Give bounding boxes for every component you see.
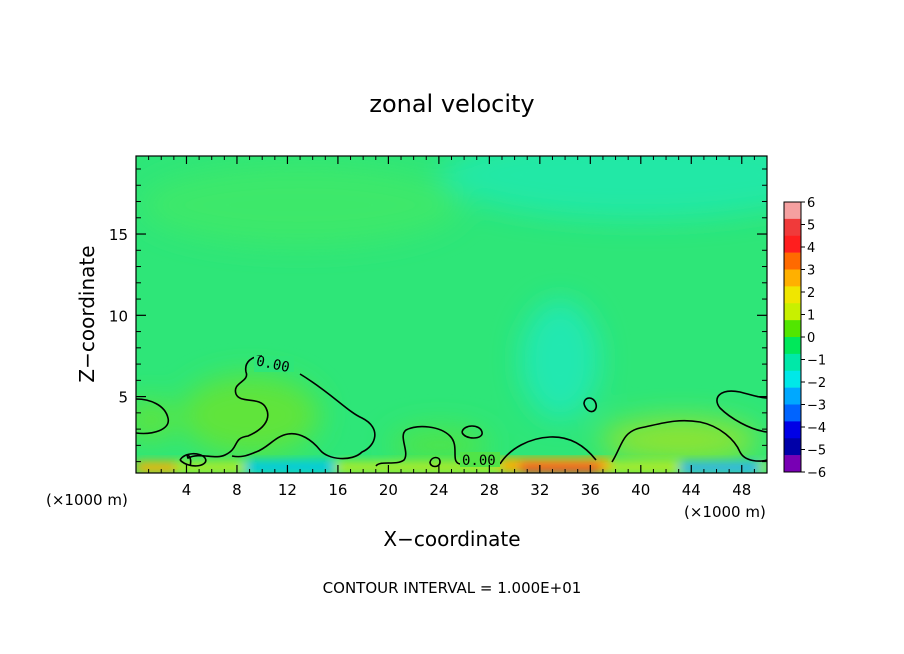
contour-mid — [375, 425, 461, 467]
x-tick-label-6: 28 — [480, 481, 499, 499]
y-tick-label-2: 15 — [109, 226, 128, 244]
colorbar-swatch-5 — [784, 286, 801, 304]
x-axis-label: X−coordinate — [383, 527, 520, 551]
contour-small-c — [429, 456, 441, 468]
x-unit-left: (×1000 m) — [46, 491, 128, 509]
x-tick-label-7: 32 — [530, 481, 549, 499]
colorbar-swatch-4 — [784, 269, 801, 287]
contour-right — [499, 390, 767, 465]
x-tick-label-2: 12 — [278, 481, 297, 499]
colorbar-swatch-13 — [784, 421, 801, 439]
colorbar-label-12: −6 — [807, 466, 826, 481]
colorbar-swatch-15 — [784, 455, 801, 473]
colorbar-swatch-7 — [784, 320, 801, 338]
colorbar-label-5: 1 — [807, 309, 815, 324]
chart-title: zonal velocity — [369, 90, 534, 118]
colorbar-label-4: 2 — [807, 286, 815, 301]
colorbar-label-0: 6 — [807, 196, 815, 211]
contour-interval-note: CONTOUR INTERVAL = 1.000E+01 — [323, 579, 582, 597]
x-tick-label-1: 8 — [232, 481, 242, 499]
colorbar-label-11: −5 — [807, 444, 826, 459]
contour-lines — [136, 355, 767, 468]
contour-label-2: 0.00 — [462, 453, 496, 469]
colorbar-swatch-14 — [784, 438, 801, 456]
y-tick-label-1: 10 — [109, 307, 128, 325]
colorbar: 6 5 4 3 2 1 0 −1 −2 −3 −4 −5 −6 — [783, 196, 826, 481]
x-tick-label-3: 16 — [328, 481, 347, 499]
colorbar-swatch-11 — [784, 387, 801, 405]
colorbar-swatch-9 — [784, 353, 801, 372]
colorbar-label-10: −4 — [807, 421, 826, 436]
x-tick-label-11: 48 — [732, 481, 751, 499]
contour-zero-main — [186, 355, 376, 467]
colorbar-label-7: −1 — [807, 354, 826, 369]
x-tick-label-5: 24 — [429, 481, 448, 499]
colorbar-label-2: 4 — [807, 241, 815, 256]
contour-labels: 0.00 0.00 — [254, 353, 500, 469]
colorbar-swatch-12 — [784, 404, 801, 422]
contour-small-b — [461, 425, 483, 439]
colorbar-swatch-8 — [784, 337, 801, 355]
colorbar-label-3: 3 — [807, 264, 815, 279]
contour-small-d — [583, 397, 598, 413]
x-tick-label-10: 44 — [682, 481, 701, 499]
colorbar-swatch-1 — [784, 218, 801, 237]
x-tick-label-8: 36 — [581, 481, 600, 499]
x-tick-label-4: 20 — [379, 481, 398, 499]
x-tick-label-9: 40 — [631, 481, 650, 499]
colorbar-swatch-0 — [784, 202, 801, 220]
y-axis-ticks: 5 10 15 — [109, 168, 767, 463]
contour-left-edge — [136, 398, 169, 435]
colorbar-swatch-6 — [784, 303, 801, 321]
colorbar-label-1: 5 — [807, 219, 815, 234]
field-shading — [136, 156, 767, 463]
y-axis-label: Z−coordinate — [75, 245, 99, 382]
colorbar-label-9: −3 — [807, 399, 826, 414]
y-tick-label-0: 5 — [118, 389, 128, 407]
colorbar-swatch-10 — [784, 370, 801, 388]
plot-area — [136, 156, 767, 473]
colorbar-swatch-2 — [784, 235, 801, 253]
contour-small-a — [179, 452, 207, 467]
x-axis-ticks: 4 8 12 16 20 24 28 32 36 40 44 48 — [148, 156, 755, 499]
x-tick-label-0: 4 — [182, 481, 192, 499]
contour-label-1: 0.00 — [255, 353, 291, 376]
colorbar-swatch-3 — [784, 252, 801, 270]
x-unit-right: (×1000 m) — [684, 503, 766, 521]
colorbar-label-8: −2 — [807, 376, 826, 391]
colorbar-label-6: 0 — [807, 331, 815, 346]
